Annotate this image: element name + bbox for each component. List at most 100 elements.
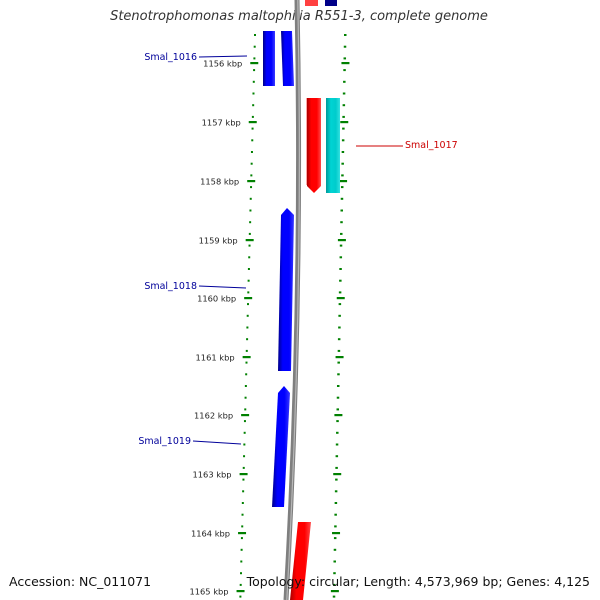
minor-tick (342, 104, 346, 107)
scale-label: 1165 kbp (189, 587, 228, 597)
gene-features (263, 0, 340, 600)
minor-tick (244, 385, 247, 387)
minor-tick (336, 431, 339, 434)
scale-label: 1162 kbp (194, 411, 233, 421)
minor-tick (333, 583, 336, 586)
major-tick (239, 473, 248, 476)
minor-tick (250, 174, 253, 177)
scale-label: 1157 kbp (202, 118, 241, 128)
gene-label-leader (198, 285, 247, 289)
minor-tick (246, 326, 249, 329)
accession-text: Accession: NC_011071 (9, 574, 152, 589)
minor-tick (343, 80, 346, 83)
minor-tick (243, 455, 246, 458)
minor-tick (338, 303, 342, 306)
major-tick (340, 121, 349, 124)
major-tick (330, 590, 339, 593)
minor-tick (334, 525, 337, 528)
minor-tick (333, 537, 337, 540)
minor-tick (253, 69, 256, 72)
minor-tick (250, 151, 253, 153)
minor-tick (335, 478, 338, 481)
minor-tick (245, 373, 248, 376)
gene-smal-1017 (307, 98, 321, 193)
major-tick (244, 297, 253, 300)
minor-tick (248, 256, 251, 259)
minor-tick (336, 408, 340, 411)
backbone-highlight (286, 0, 300, 600)
gene-partial-top-red (305, 0, 318, 6)
scale-labels: 1156 kbp 1157 kbp 1158 kbp 1159 kbp 1160 kbp… (189, 59, 242, 597)
minor-tick (337, 349, 341, 352)
minor-tick (247, 268, 250, 270)
major-tick (333, 473, 342, 476)
major-tick (337, 239, 346, 242)
scale-label: 1159 kbp (199, 236, 238, 246)
minor-tick (340, 209, 343, 212)
minor-tick (244, 408, 247, 411)
minor-tick (248, 244, 251, 247)
minor-tick (333, 548, 337, 551)
minor-tick (240, 537, 243, 540)
minor-tick (249, 221, 252, 224)
minor-tick (340, 232, 343, 235)
minor-tick (335, 455, 339, 458)
minor-tick (333, 560, 336, 563)
minor-tick (240, 560, 243, 563)
gene-label-leader (198, 55, 248, 58)
minor-tick (242, 478, 245, 481)
minor-tick (341, 139, 345, 142)
gene-smal-1016-b (281, 31, 294, 86)
gene-labels: Smal_1016 Smal_1017 Smal_1018 Smal_1019 (138, 52, 457, 447)
minor-tick (334, 490, 338, 493)
major-tick (242, 356, 251, 359)
minor-tick (245, 349, 248, 352)
minor-tick (243, 431, 246, 434)
minor-tick (343, 45, 347, 48)
minor-tick (240, 572, 243, 575)
minor-tick (251, 139, 254, 142)
scale-label: 1156 kbp (203, 59, 242, 69)
gene-label-leader (192, 440, 242, 445)
gene-bottom-red (290, 522, 311, 600)
minor-tick (332, 595, 336, 598)
minor-tick (241, 513, 244, 516)
minor-tick (251, 115, 254, 118)
minor-tick (252, 80, 255, 83)
minor-tick (336, 396, 340, 399)
scale-label: 1161 kbp (196, 353, 235, 363)
major-tick (238, 532, 247, 535)
minor-tick (243, 443, 246, 446)
minor-tick (241, 502, 244, 504)
gene-label: Smal_1018 (144, 281, 197, 292)
minor-tick (339, 279, 342, 282)
minor-tick (339, 256, 343, 259)
minor-tick (246, 338, 249, 341)
minor-tick (341, 174, 344, 177)
minor-tick (335, 443, 339, 446)
scale-label: 1164 kbp (191, 529, 230, 539)
minor-tick (336, 385, 340, 387)
minor-tick (342, 115, 345, 118)
minor-tick (252, 104, 255, 107)
gene-label: Smal_1017 (405, 140, 458, 151)
cds-smal-1017 (326, 98, 340, 193)
minor-tick (340, 186, 344, 189)
major-tick (250, 62, 259, 65)
scale-label: 1160 kbp (197, 294, 236, 304)
minor-tick (339, 244, 343, 247)
major-tick (335, 356, 344, 359)
minor-tick (246, 314, 249, 317)
minor-tick (342, 92, 346, 95)
minor-tick (250, 162, 253, 165)
minor-tick (338, 291, 342, 294)
minor-tick (241, 525, 244, 528)
major-tick (248, 121, 257, 124)
minor-tick (333, 572, 336, 575)
minor-tick (344, 34, 347, 36)
minor-tick (253, 45, 256, 48)
minor-tick (342, 127, 345, 130)
gene-label: Smal_1019 (138, 436, 191, 447)
major-tick (247, 180, 256, 183)
minor-tick (334, 513, 337, 516)
